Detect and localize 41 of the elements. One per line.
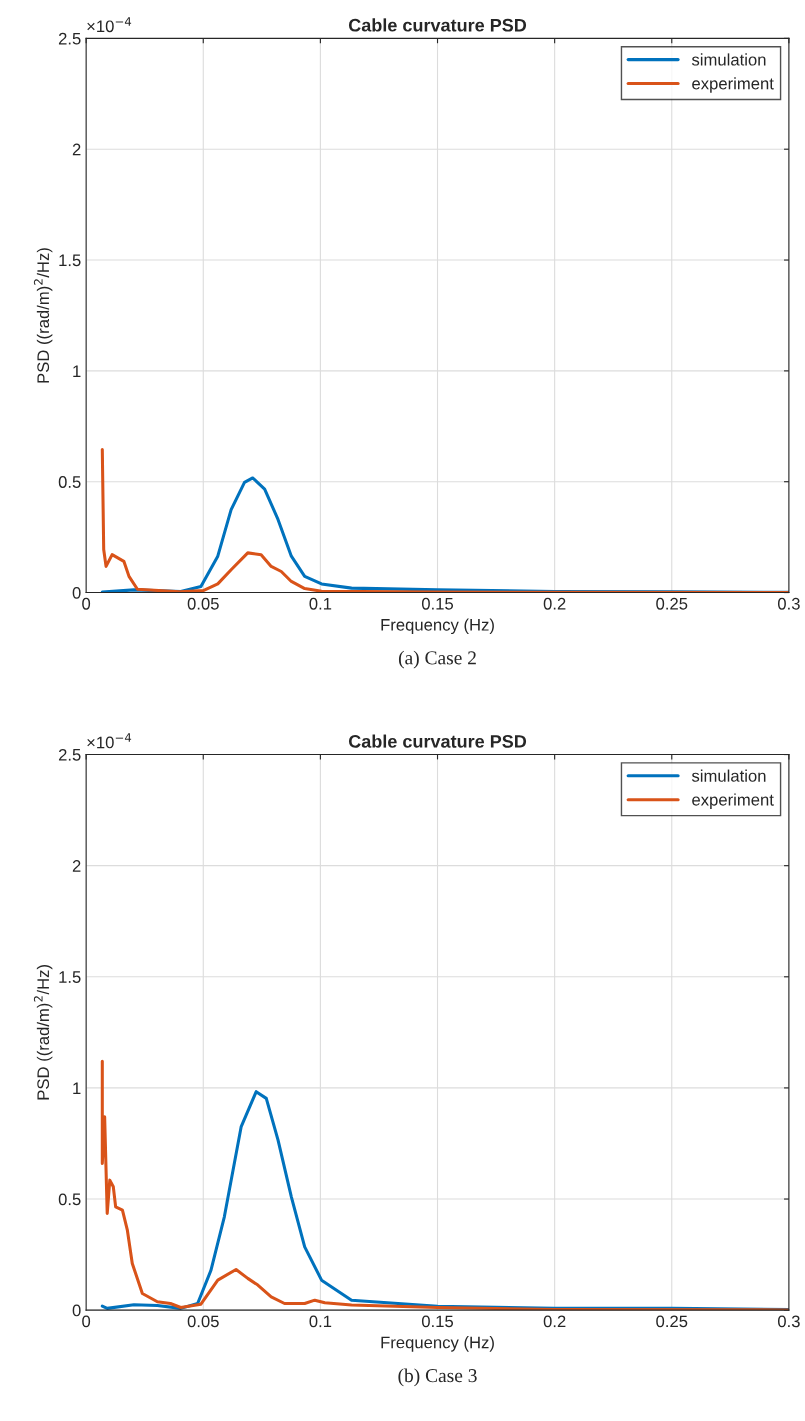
y-tick-label: 1.5 — [59, 971, 81, 983]
x-tick-label: 0.25 — [656, 1315, 688, 1328]
x-axis-title: Frequency (Hz) — [381, 618, 494, 635]
y-axis-title: PSD ((rad/m)$^{2}$/Hz) — [33, 965, 53, 1100]
x-tick-label: 0.2 — [543, 1315, 566, 1328]
x-axis-title: Frequency (Hz) — [381, 1336, 494, 1352]
x-tick-label: 0.1 — [309, 1315, 332, 1328]
y-tick-label: 0 — [72, 1304, 81, 1317]
x-tick-label: 0.3 — [777, 597, 800, 610]
y-tick-label: 0.5 — [58, 1193, 81, 1206]
legend-label: simulation — [691, 769, 766, 782]
x-tick-label: 0.25 — [656, 597, 688, 610]
x-tick-label: 0.05 — [187, 1315, 219, 1328]
legend-label: simulation — [691, 53, 766, 66]
y-axis-title: PSD ((rad/m)$^{2}$/Hz) — [33, 248, 53, 383]
text: ×10$^{−4}$ — [87, 733, 132, 749]
x-tick-label: 0.3 — [777, 1315, 800, 1328]
x-tick-label: 0 — [82, 597, 91, 610]
y-tick-label: 1 — [73, 1082, 81, 1094]
y-tick-label: 2 — [72, 860, 81, 872]
y-tick-label: 2.5 — [58, 748, 81, 761]
text: (a) Case 2 — [398, 650, 476, 669]
x-tick-label: 0.15 — [421, 1315, 454, 1328]
y-tick-label: 2.5 — [58, 32, 81, 45]
y-tick-label: 1 — [73, 365, 81, 377]
text: ×10$^{−4}$ — [87, 17, 132, 33]
y-tick-label: 1.5 — [59, 254, 81, 267]
x-tick-label: 0.2 — [543, 597, 566, 610]
x-tick-label: 0.15 — [421, 597, 454, 610]
line-series — [100, 448, 789, 593]
y-tick-label: 2 — [72, 143, 81, 156]
x-tick-label: 0 — [82, 1315, 91, 1328]
x-tick-label: 0.05 — [187, 597, 219, 610]
y-tick-label: 0 — [72, 586, 81, 599]
text: (b) Case 3 — [398, 1368, 477, 1387]
legend-label: experiment — [692, 793, 774, 809]
chart-title: Cable curvature PSD — [348, 734, 527, 748]
chart-title: Cable curvature PSD — [348, 18, 527, 32]
x-tick-label: 0.1 — [309, 597, 332, 610]
y-tick-label: 0.5 — [58, 476, 81, 488]
legend-label: experiment — [692, 77, 774, 93]
